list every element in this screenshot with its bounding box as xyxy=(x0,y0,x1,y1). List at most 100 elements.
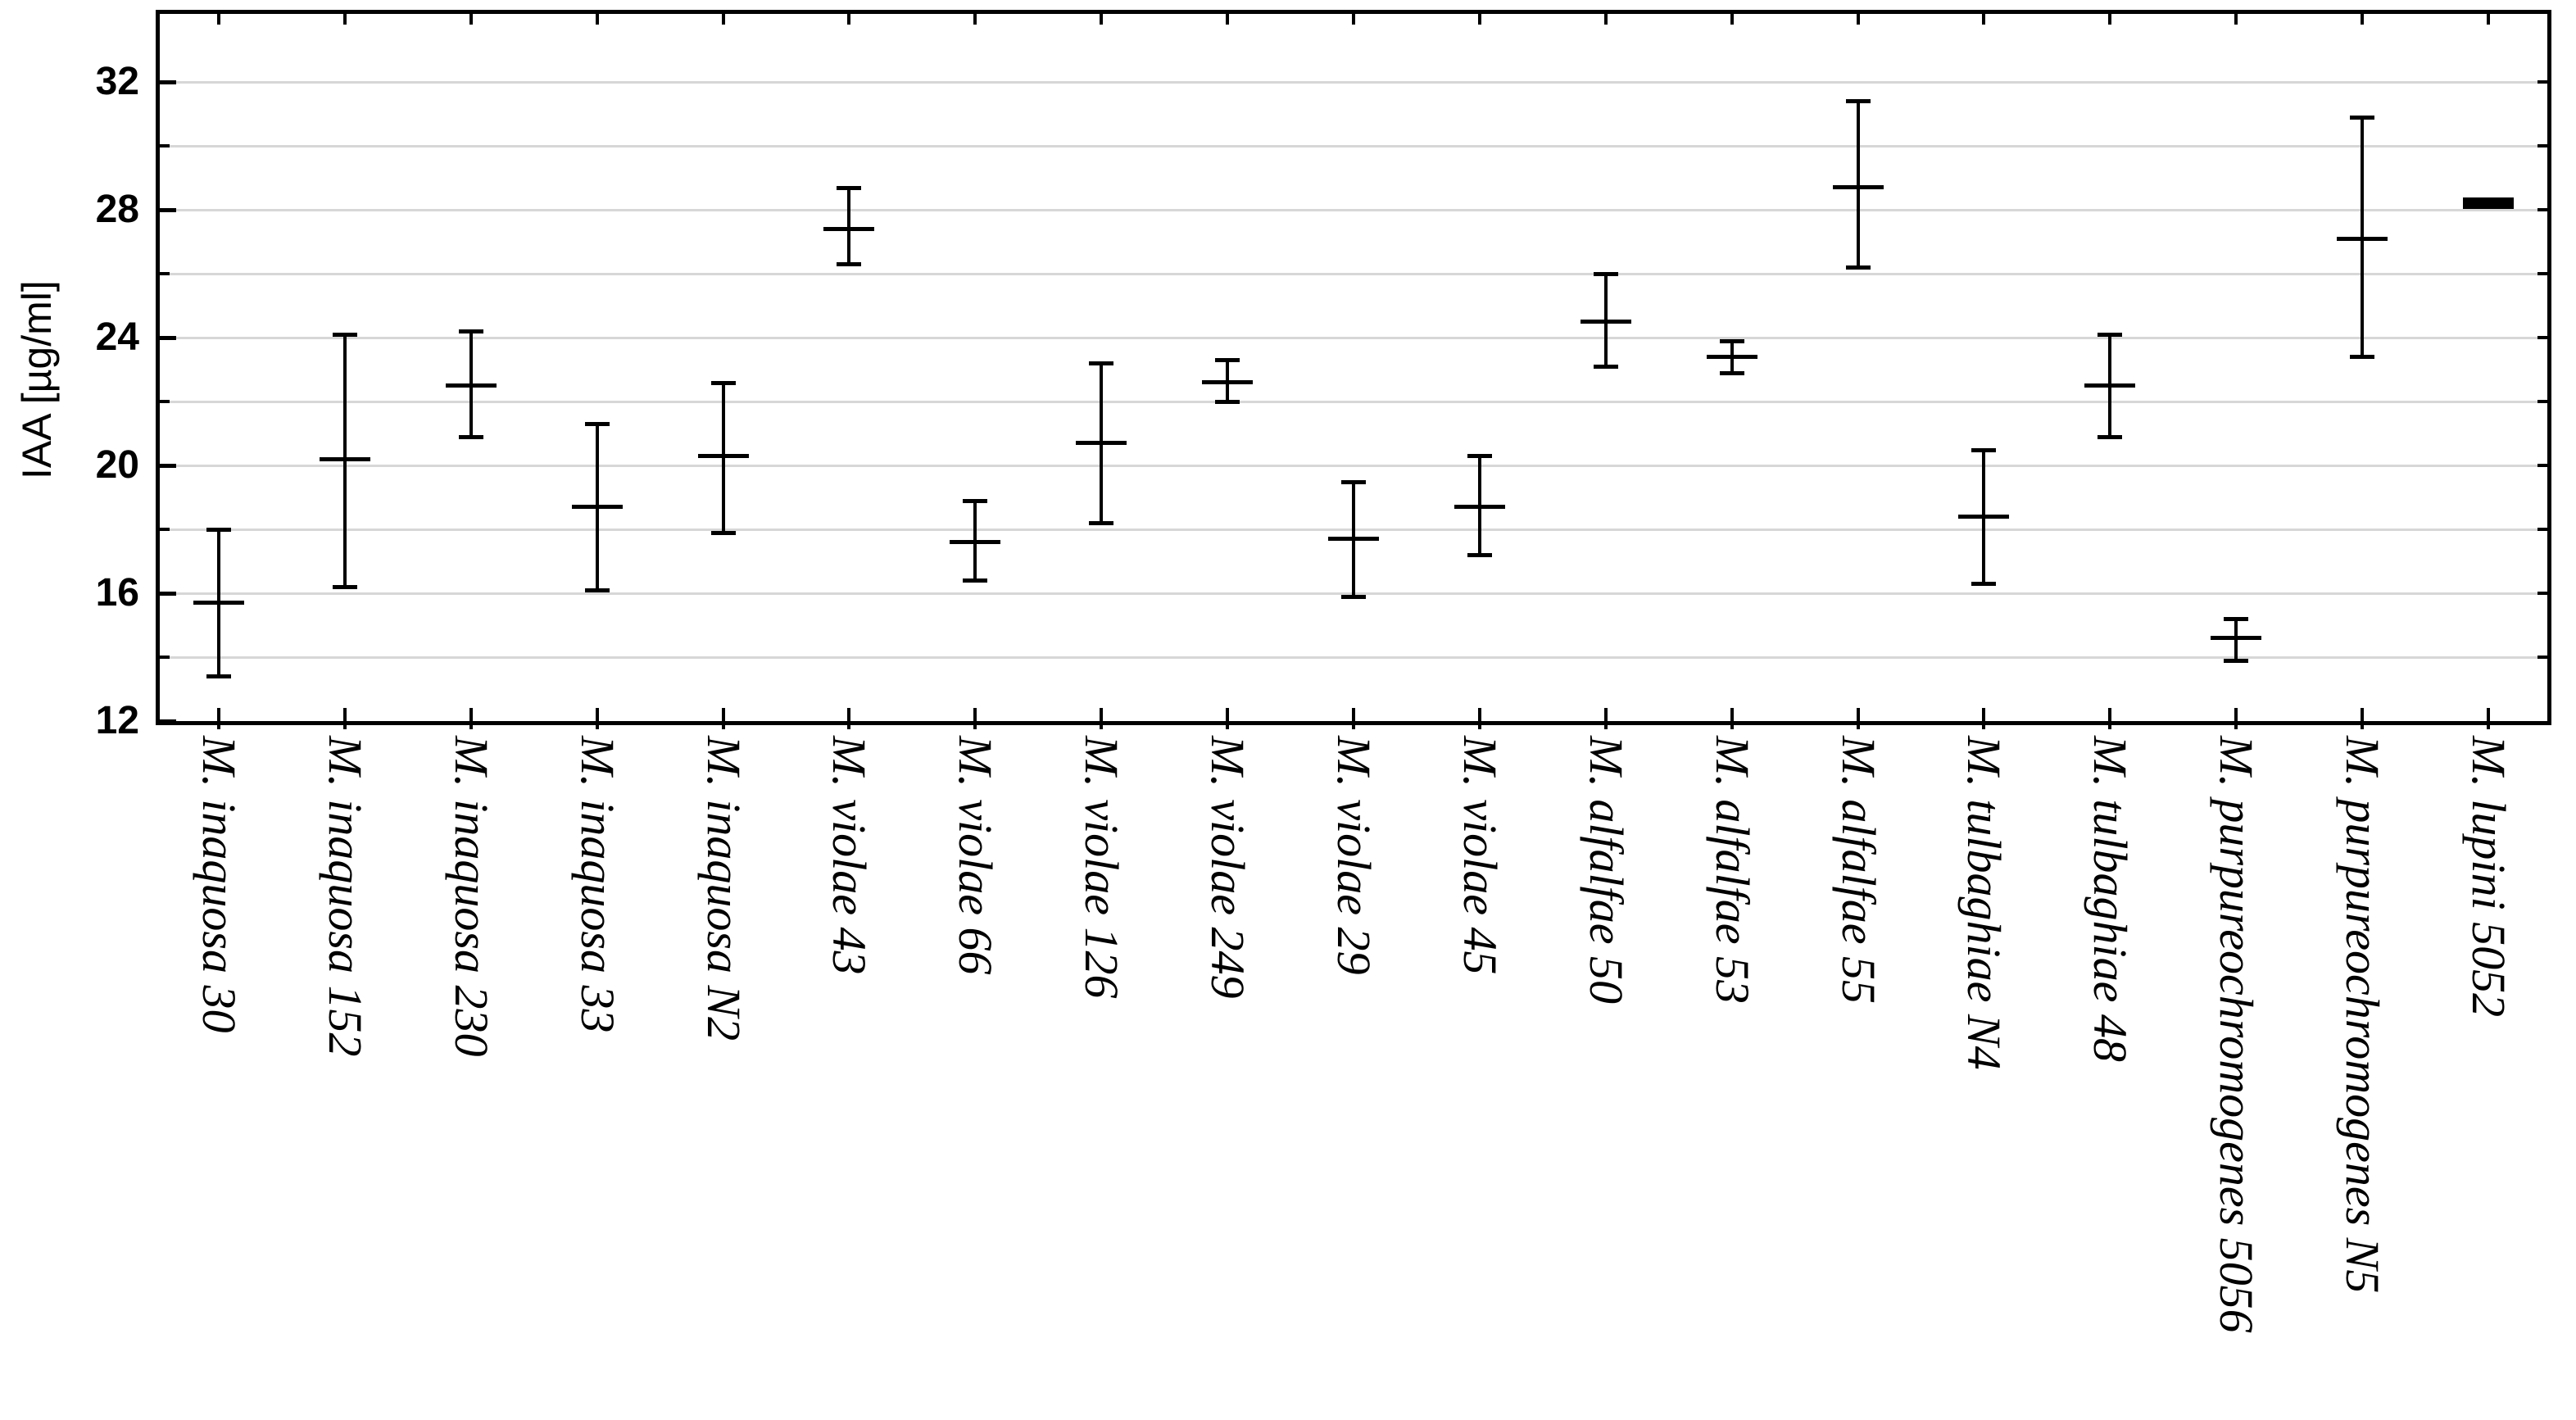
x-bottom-tick xyxy=(721,708,725,729)
error-bar-mean xyxy=(571,505,623,510)
y-right-tick xyxy=(2537,80,2547,84)
x-bottom-tick xyxy=(2234,708,2238,729)
x-top-tick xyxy=(1477,14,1481,25)
error-bar-cap-top xyxy=(1215,358,1240,363)
error-bar-cap-top xyxy=(1971,447,1997,452)
x-top-tick xyxy=(2361,14,2365,25)
x-category-label: M. violae 249 xyxy=(1201,736,1255,999)
error-bar-mean xyxy=(2337,236,2388,241)
x-bottom-tick xyxy=(1856,708,1860,729)
error-bar-cap-bottom xyxy=(1593,365,1618,370)
x-top-tick xyxy=(1226,14,1230,25)
error-bar-mean xyxy=(2463,197,2515,210)
plot-area-frame xyxy=(156,10,2551,725)
y-right-tick xyxy=(2537,336,2547,339)
y-right-tick xyxy=(2537,656,2547,659)
error-bar-cap-bottom xyxy=(1971,582,1997,587)
error-bar-mean xyxy=(1832,185,1884,190)
y-major-tick xyxy=(160,719,176,724)
error-bar-mean xyxy=(193,601,244,606)
error-bar-mean xyxy=(823,226,875,231)
x-bottom-tick xyxy=(1982,708,1986,729)
x-bottom-tick xyxy=(216,708,220,729)
x-category-label: M. inaquosa 230 xyxy=(444,736,498,1057)
error-bar-mean xyxy=(2211,636,2262,641)
x-category-label: M. violae 66 xyxy=(949,736,1003,975)
y-right-tick xyxy=(2537,464,2547,467)
x-bottom-tick xyxy=(1226,708,1230,729)
error-bar-cap-bottom xyxy=(2224,658,2249,663)
x-bottom-tick xyxy=(469,708,473,729)
x-category-label: M. inaquosa 33 xyxy=(570,736,624,1033)
x-bottom-tick xyxy=(342,708,347,729)
x-bottom-tick xyxy=(1603,708,1608,729)
y-tick-label: 16 xyxy=(95,571,139,615)
error-bar-mean xyxy=(2084,383,2136,388)
y-right-tick xyxy=(2537,208,2547,211)
error-bar-cap-bottom xyxy=(1215,400,1240,404)
x-category-label: M. alfalfae 55 xyxy=(1831,736,1885,1005)
error-bar-cap-top xyxy=(710,380,736,385)
error-bar-cap-bottom xyxy=(1341,594,1366,599)
x-bottom-tick xyxy=(847,708,851,729)
x-top-tick xyxy=(2487,14,2491,25)
gridline xyxy=(160,273,2547,275)
error-bar-cap-top xyxy=(584,422,610,427)
error-bar-cap-bottom xyxy=(584,588,610,593)
x-top-tick xyxy=(973,14,977,25)
error-bar-mean xyxy=(950,540,1001,545)
x-top-tick xyxy=(595,14,599,25)
y-right-tick xyxy=(2537,592,2547,595)
error-bar-cap-top xyxy=(2224,617,2249,622)
error-bar-whisker xyxy=(1856,101,1860,268)
x-category-label: M. tulbaghiae N4 xyxy=(1957,736,2011,1070)
x-top-tick xyxy=(1730,14,1734,25)
error-bar-whisker xyxy=(847,187,851,265)
x-bottom-tick xyxy=(2361,708,2365,729)
error-bar-cap-top xyxy=(1089,361,1114,366)
error-bar-cap-bottom xyxy=(1089,521,1114,526)
error-bar-cap-bottom xyxy=(1467,553,1492,558)
gridline xyxy=(160,465,2547,467)
error-bar-cap-top xyxy=(2098,333,2123,338)
x-bottom-tick xyxy=(1100,708,1104,729)
x-bottom-tick xyxy=(1477,708,1481,729)
x-top-tick xyxy=(342,14,347,25)
error-bar-cap-top xyxy=(458,329,483,334)
x-bottom-tick xyxy=(595,708,599,729)
error-bar-mean xyxy=(1580,320,1631,324)
x-top-tick xyxy=(721,14,725,25)
error-bar-mean xyxy=(319,456,370,461)
error-bar-cap-top xyxy=(963,498,988,503)
y-tick-label: 20 xyxy=(95,443,139,487)
error-bar-cap-top xyxy=(1467,454,1492,459)
error-bar-mean xyxy=(1454,505,1505,510)
x-top-tick xyxy=(1100,14,1104,25)
y-tick-label: 12 xyxy=(95,699,139,742)
x-category-label: M. purpureochromogenes N5 xyxy=(2336,736,2390,1294)
error-bar-cap-top xyxy=(1845,99,1871,104)
error-bar-cap-bottom xyxy=(206,674,231,679)
y-right-tick xyxy=(2537,144,2547,147)
gridline xyxy=(160,656,2547,659)
error-bar-mean xyxy=(445,383,497,388)
y-minor-tick xyxy=(160,272,170,275)
error-bar-cap-bottom xyxy=(2350,355,2375,360)
error-bar-mean xyxy=(1076,441,1127,446)
error-bar-mean xyxy=(1202,380,1254,385)
y-minor-tick xyxy=(160,400,170,403)
x-bottom-tick xyxy=(973,708,977,729)
x-category-label: M. inaquosa N2 xyxy=(696,736,751,1041)
error-bar-cap-bottom xyxy=(837,262,862,267)
x-top-tick xyxy=(1982,14,1986,25)
x-category-label: M. violae 126 xyxy=(1075,736,1129,999)
error-bar-cap-top xyxy=(837,185,862,190)
error-bar-cap-top xyxy=(206,528,231,532)
x-category-label: M. violae 43 xyxy=(823,736,877,975)
error-bar-cap-bottom xyxy=(710,530,736,535)
error-bar-cap-bottom xyxy=(332,585,357,590)
x-bottom-tick xyxy=(1352,708,1355,729)
x-category-label: M. alfalfae 50 xyxy=(1579,736,1633,1005)
error-bar-cap-bottom xyxy=(2098,434,2123,439)
